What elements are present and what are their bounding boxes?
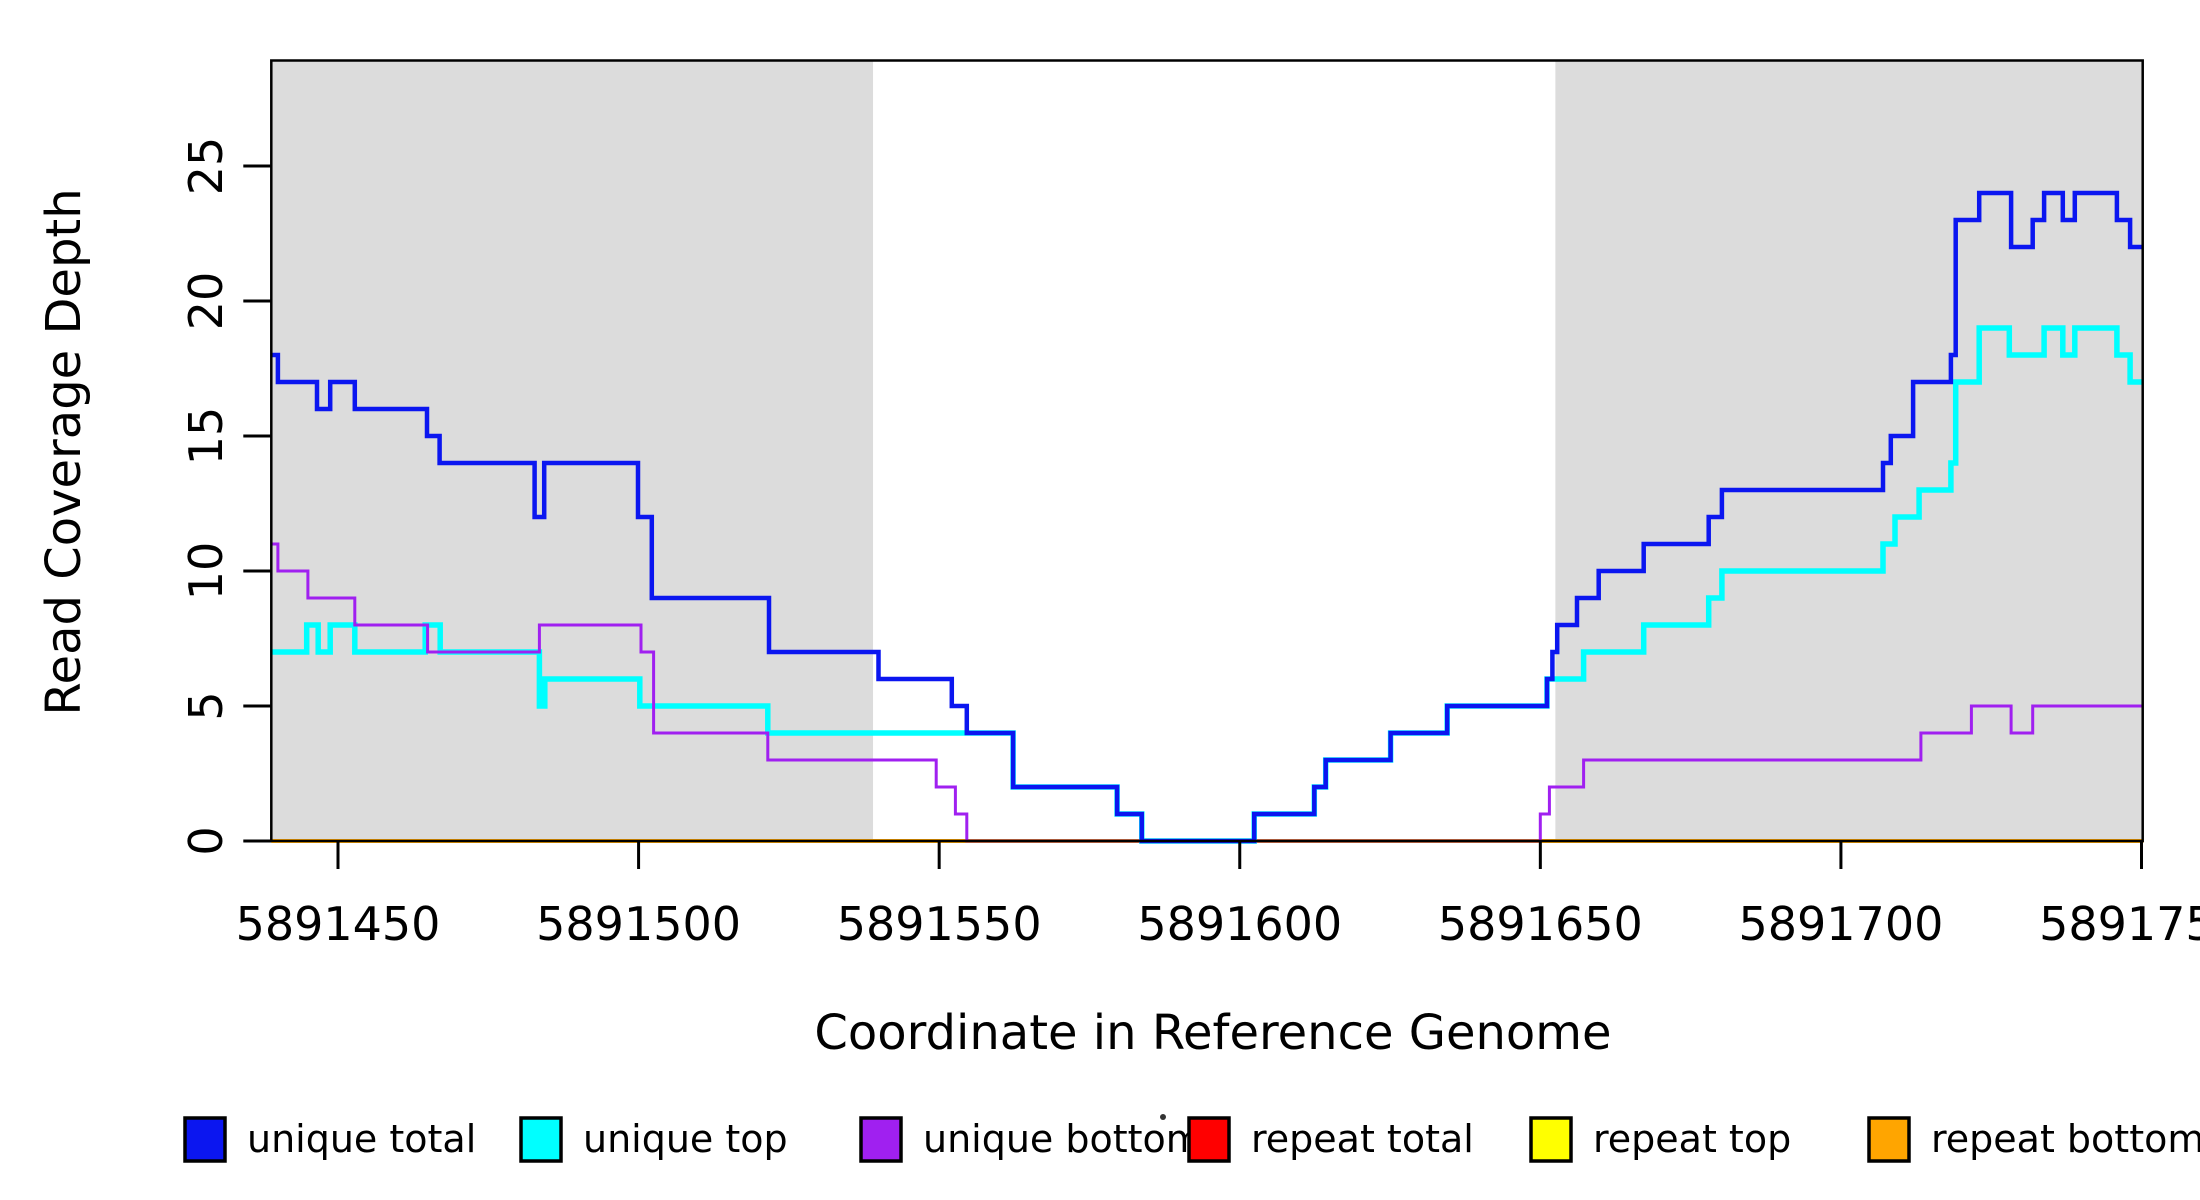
legend-label-repeat-total: repeat total: [1251, 1117, 1474, 1161]
x-axis-tick-label: 5891500: [536, 897, 741, 951]
x-axis-tick-label: 5891650: [1438, 897, 1643, 951]
region-shading-unique-region-right: [1555, 60, 2144, 841]
y-axis-tick-label: 20: [179, 272, 233, 331]
x-axis-tick-label: 5891450: [236, 897, 441, 951]
series-line-unique-total: [271, 190, 2144, 844]
legend-swatch-unique-total: [183, 1116, 227, 1163]
x-axis-tick-label: 5891700: [1738, 897, 1943, 951]
legend-label-repeat-top: repeat top: [1593, 1117, 1791, 1161]
legend-swatch-repeat-bottom: [1867, 1116, 1911, 1163]
x-axis-tick-label: 5891750: [2039, 897, 2200, 951]
legend-swatch-unique-bottom: [859, 1116, 903, 1163]
region-shading-unique-region-left: [271, 60, 874, 841]
series-line-unique-bottom: [271, 542, 2144, 843]
plot-box-border: [270, 59, 2144, 843]
y-axis-tick-label: 25: [179, 137, 233, 196]
y-axis-tick-label: 10: [179, 542, 233, 601]
legend-label-unique-top: unique top: [583, 1117, 788, 1161]
legend-label-unique-bottom: unique bottom: [923, 1117, 1203, 1161]
legend-swatch-unique-top: [519, 1116, 563, 1163]
legend-label-repeat-bottom: repeat bottom: [1931, 1117, 2200, 1161]
y-axis-tick-label: 5: [179, 691, 233, 720]
x-axis-tick-label: 5891600: [1137, 897, 1342, 951]
stray-dot-artifact: [1160, 1114, 1166, 1120]
y-axis-title: Read Coverage Depth: [36, 188, 92, 715]
y-axis-tick-label: 15: [179, 407, 233, 466]
x-axis-title: Coordinate in Reference Genome: [814, 1005, 1611, 1061]
legend-label-unique-total: unique total: [247, 1117, 476, 1161]
y-axis-tick-label: 0: [179, 826, 233, 855]
legend-swatch-repeat-top: [1529, 1116, 1573, 1163]
legend-swatch-repeat-total: [1187, 1116, 1231, 1163]
x-axis-tick-label: 5891550: [837, 897, 1042, 951]
